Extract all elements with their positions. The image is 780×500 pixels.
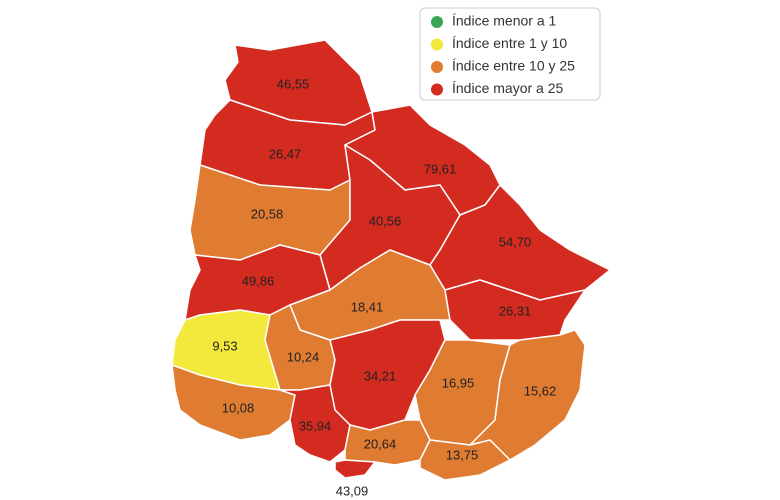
department-value: 18,41 [351,299,384,314]
department-value: 35,94 [299,418,332,433]
legend: Índice menor a 1 Índice entre 1 y 10 Índic… [431,13,575,96]
department [469,329,586,461]
department-value: 34,21 [364,368,397,383]
department [171,364,296,441]
department [279,384,351,463]
department-value: 46,55 [277,76,310,91]
legend-label: Índice mayor a 25 [452,80,563,96]
regions: 46,55 26,47 79,61 20,58 40,56 54,70 49,86 18,41… [171,39,611,498]
legend-swatch [431,83,443,96]
department-value: 40,56 [369,213,402,228]
legend-swatch [431,61,443,73]
department-value: 43,09 [336,483,369,498]
department [334,459,376,479]
department [419,439,511,481]
legend-label: Índice entre 10 y 25 [452,58,575,74]
legend-swatch [431,38,443,51]
legend-box [419,7,601,101]
department-value: 9,53 [212,338,237,353]
legend-label: Índice menor a 1 [452,13,556,29]
department-value: 15,62 [524,383,557,398]
department-value: 20,64 [364,436,397,451]
department-value: 13,75 [446,447,479,462]
department-value: 79,61 [424,161,457,176]
department-value: 26,47 [269,146,302,161]
department-value: 49,86 [242,273,275,288]
department-value: 20,58 [251,206,284,221]
department-value: 16,95 [442,375,475,390]
legend-label: Índice entre 1 y 10 [452,35,567,51]
department-value: 26,31 [499,303,532,318]
department-value: 54,70 [499,234,532,249]
department-value: 10,08 [222,400,255,415]
legend-swatch [431,16,443,28]
department [444,279,586,341]
department-value: 10,24 [287,349,320,364]
